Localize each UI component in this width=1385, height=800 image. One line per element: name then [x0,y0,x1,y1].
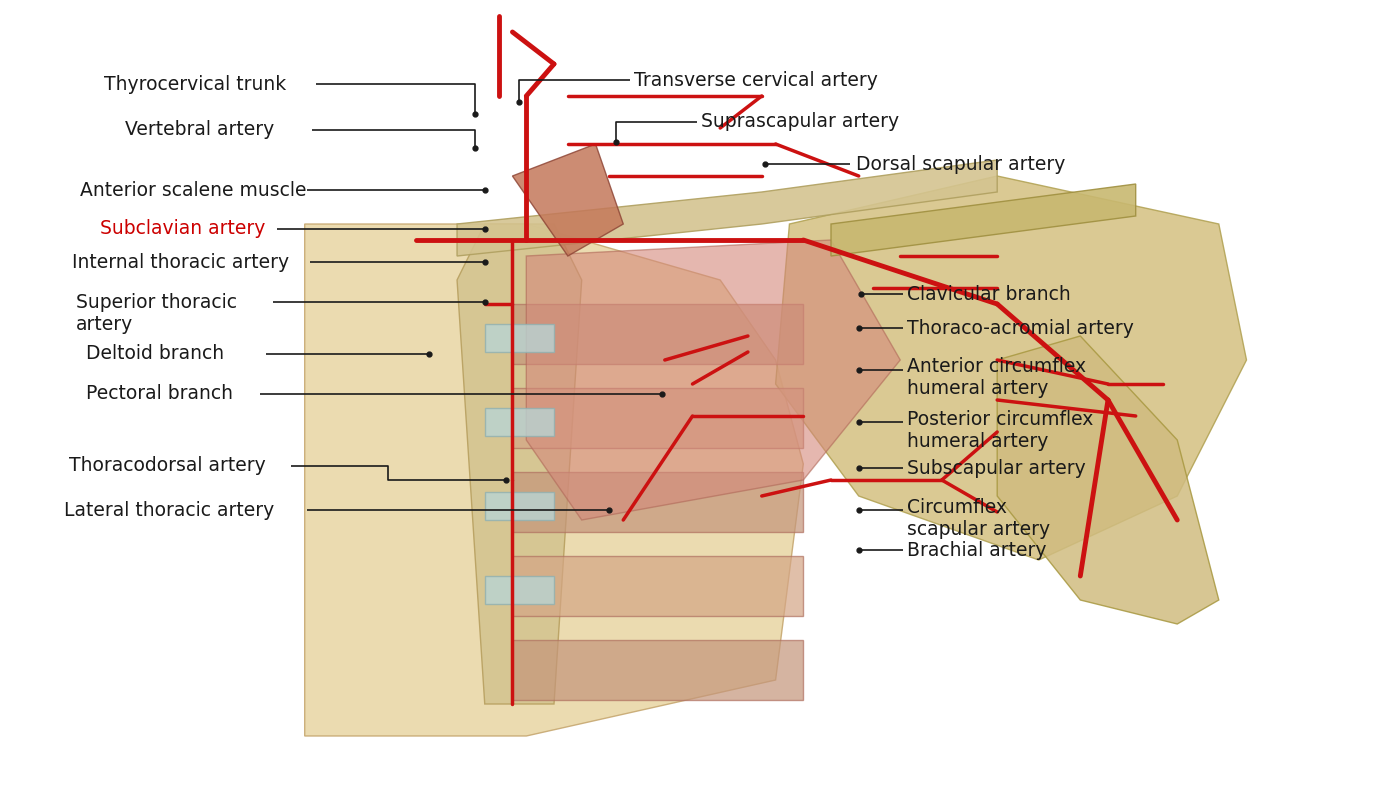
Polygon shape [457,160,997,256]
Text: Transverse cervical artery: Transverse cervical artery [634,70,878,90]
Polygon shape [512,640,803,700]
Text: Clavicular branch: Clavicular branch [907,285,1071,304]
Polygon shape [997,336,1219,624]
Text: Internal thoracic artery: Internal thoracic artery [72,253,289,272]
Text: Anterior circumflex
humeral artery: Anterior circumflex humeral artery [907,357,1086,398]
Polygon shape [457,224,582,704]
Text: Pectoral branch: Pectoral branch [86,384,233,403]
Polygon shape [305,224,803,736]
Text: Subclavian artery: Subclavian artery [100,219,265,238]
Polygon shape [485,324,554,352]
Text: Posterior circumflex
humeral artery: Posterior circumflex humeral artery [907,410,1094,451]
Polygon shape [776,176,1246,560]
Polygon shape [485,408,554,436]
Text: Subscapular artery: Subscapular artery [907,458,1086,478]
Text: Vertebral artery: Vertebral artery [125,120,274,139]
Text: Thoracodorsal artery: Thoracodorsal artery [69,456,266,475]
Text: Deltoid branch: Deltoid branch [86,344,224,363]
Text: Brachial artery: Brachial artery [907,541,1047,560]
Polygon shape [512,388,803,448]
Polygon shape [512,304,803,364]
Polygon shape [831,184,1136,256]
Polygon shape [485,576,554,604]
Text: Thyrocervical trunk: Thyrocervical trunk [104,74,287,94]
Text: Lateral thoracic artery: Lateral thoracic artery [64,501,274,520]
Text: Suprascapular artery: Suprascapular artery [701,112,899,131]
Text: Thoraco-acromial artery: Thoraco-acromial artery [907,318,1134,338]
Text: Superior thoracic
artery: Superior thoracic artery [76,293,237,334]
Polygon shape [512,472,803,532]
Text: Anterior scalene muscle: Anterior scalene muscle [80,181,307,200]
Polygon shape [512,144,623,256]
Polygon shape [485,492,554,520]
Text: Dorsal scapular artery: Dorsal scapular artery [856,154,1065,174]
Polygon shape [512,556,803,616]
Text: Circumflex
scapular artery: Circumflex scapular artery [907,498,1050,539]
Polygon shape [526,240,900,520]
